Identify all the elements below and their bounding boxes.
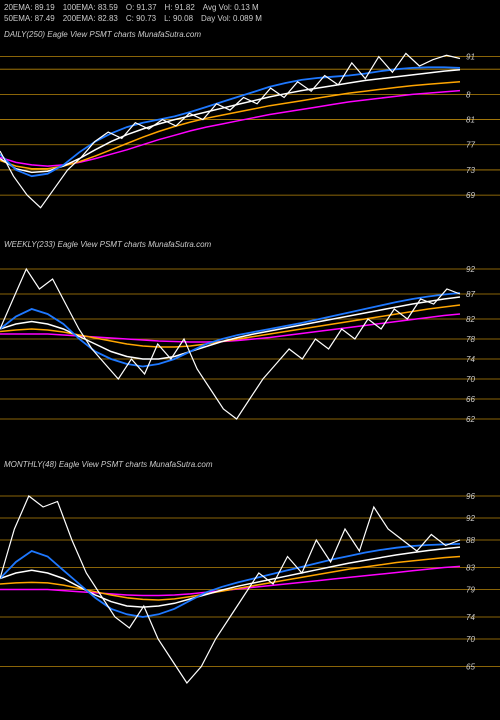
ytick-label: 92 [466,514,475,523]
ytick-label: 88 [466,536,475,545]
chart-svg: 91 8 81 77 73 69 [0,44,500,214]
ytick-label: 74 [466,355,475,364]
series-ema100 [0,557,460,601]
page-root: 20EMA: 89.19100EMA: 83.59O: 91.37H: 91.8… [0,0,500,720]
chart-daily: DAILY(250) Eagle View PSMT charts Munafa… [0,30,500,220]
series-ema50 [0,547,460,607]
ytick-label: 77 [466,141,475,150]
ytick-label: 79 [466,586,475,595]
ytick-label: 73 [466,166,475,175]
chart-title: MONTHLY(48) Eagle View PSMT charts Munaf… [4,460,213,469]
ytick-label: 65 [466,663,475,672]
series-ema20 [0,544,460,617]
ytick-label: 83 [466,564,475,573]
series-ema50 [0,297,460,359]
stats-line-1: 20EMA: 89.19100EMA: 83.59O: 91.37H: 91.8… [4,2,270,13]
series-ema200 [0,91,460,167]
ytick-label: 62 [466,415,475,424]
ytick-label: 92 [466,265,475,274]
ytick-label: 87 [466,290,475,299]
chart-weekly: WEEKLY(233) Eagle View PSMT charts Munaf… [0,240,500,440]
ytick-label: 82 [466,315,475,324]
chart-svg: 96 92 88 83 79 74 70 65 [0,474,500,694]
chart-title: WEEKLY(233) Eagle View PSMT charts Munaf… [4,240,211,249]
ytick-label: 8 [466,90,471,99]
ytick-label: 69 [466,191,475,200]
ytick-label: 96 [466,492,475,501]
ytick-label: 70 [466,635,475,644]
ytick-label: 66 [466,395,475,404]
chart-monthly: MONTHLY(48) Eagle View PSMT charts Munaf… [0,460,500,700]
ytick-label: 70 [466,375,475,384]
series-ema20 [0,293,460,367]
ytick-label: 91 [466,53,475,62]
chart-svg: 92 87 82 78 74 70 66 62 [0,254,500,434]
series-ema100 [0,82,460,169]
stats-block: 20EMA: 89.19100EMA: 83.59O: 91.37H: 91.8… [4,2,270,24]
chart-title: DAILY(250) Eagle View PSMT charts Munafa… [4,30,201,39]
series-price [0,269,460,419]
stats-line-2: 50EMA: 87.49200EMA: 82.83C: 90.73L: 90.0… [4,13,270,24]
ytick-label: 74 [466,613,475,622]
ytick-label: 78 [466,335,475,344]
series-ema50 [0,70,460,173]
series-price [0,53,460,207]
ytick-label: 81 [466,116,475,125]
